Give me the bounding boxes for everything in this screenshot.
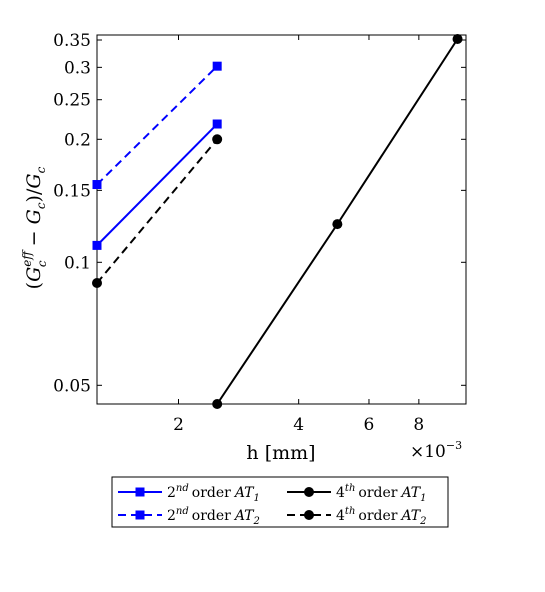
legend-entry: 2nd order AT2 (118, 506, 260, 527)
plot-frame (96, 34, 467, 405)
series-line (96, 123, 218, 247)
series-1 (92, 119, 222, 250)
y-axis: 0.05 0.1 0.15 0.2 0.25 0.3 0.35 (53, 31, 466, 396)
y-tick-label: 0.35 (53, 31, 91, 51)
data-point (92, 180, 102, 190)
legend-marker (135, 487, 145, 497)
y-tick-label: 0.2 (64, 130, 91, 150)
y-tick-label: 0.15 (53, 181, 91, 201)
y-tick-label: 0.05 (53, 376, 91, 396)
data-point (212, 119, 222, 129)
x-tick-label: 6 (364, 415, 375, 435)
x-axis-multiplier: ×10−3 (410, 439, 462, 462)
data-point (92, 240, 102, 250)
data-point (92, 277, 102, 288)
data-point (212, 134, 223, 145)
legend-entry: 2nd order AT1 (118, 483, 260, 504)
y-axis-label: (Geffc − Gc)/Gc (20, 166, 49, 289)
legend-entry: 4th order AT1 (287, 483, 427, 504)
series-layer (92, 33, 463, 409)
y-tick-label: 0.25 (53, 91, 91, 111)
x-tick-label: 2 (173, 415, 184, 435)
data-point (452, 33, 463, 44)
legend-label: 4th order AT2 (336, 506, 427, 527)
x-tick-label: 8 (413, 415, 424, 435)
y-tick-label: 0.1 (64, 253, 91, 273)
series-4 (92, 134, 223, 288)
x-axis-label: h [mm] (246, 442, 315, 464)
legend-marker (135, 510, 145, 520)
series-2 (92, 61, 222, 190)
data-point (212, 61, 222, 71)
legend-label: 2nd order AT2 (167, 506, 260, 527)
legend-box (111, 476, 449, 528)
data-point (332, 219, 343, 230)
legend: 2nd order AT1 4th order AT1 2nd order AT2 4th orde… (111, 476, 449, 528)
legend-marker (304, 487, 314, 497)
legend-marker (304, 510, 314, 520)
legend-label: 4th order AT1 (336, 483, 427, 504)
x-axis: 2 4 6 8 (173, 35, 424, 435)
series-line (96, 138, 218, 284)
series-3 (212, 33, 463, 409)
x-tick-label: 4 (293, 415, 304, 435)
data-point (212, 399, 223, 409)
svg-text:(Geffc − Gc)/Gc: (Geffc − Gc)/Gc (20, 166, 49, 289)
legend-entry: 4th order AT2 (287, 506, 427, 527)
y-tick-label: 0.3 (64, 58, 91, 78)
plot-area-border (96, 34, 467, 405)
series-line (96, 65, 218, 186)
legend-label: 2nd order AT1 (167, 483, 260, 504)
